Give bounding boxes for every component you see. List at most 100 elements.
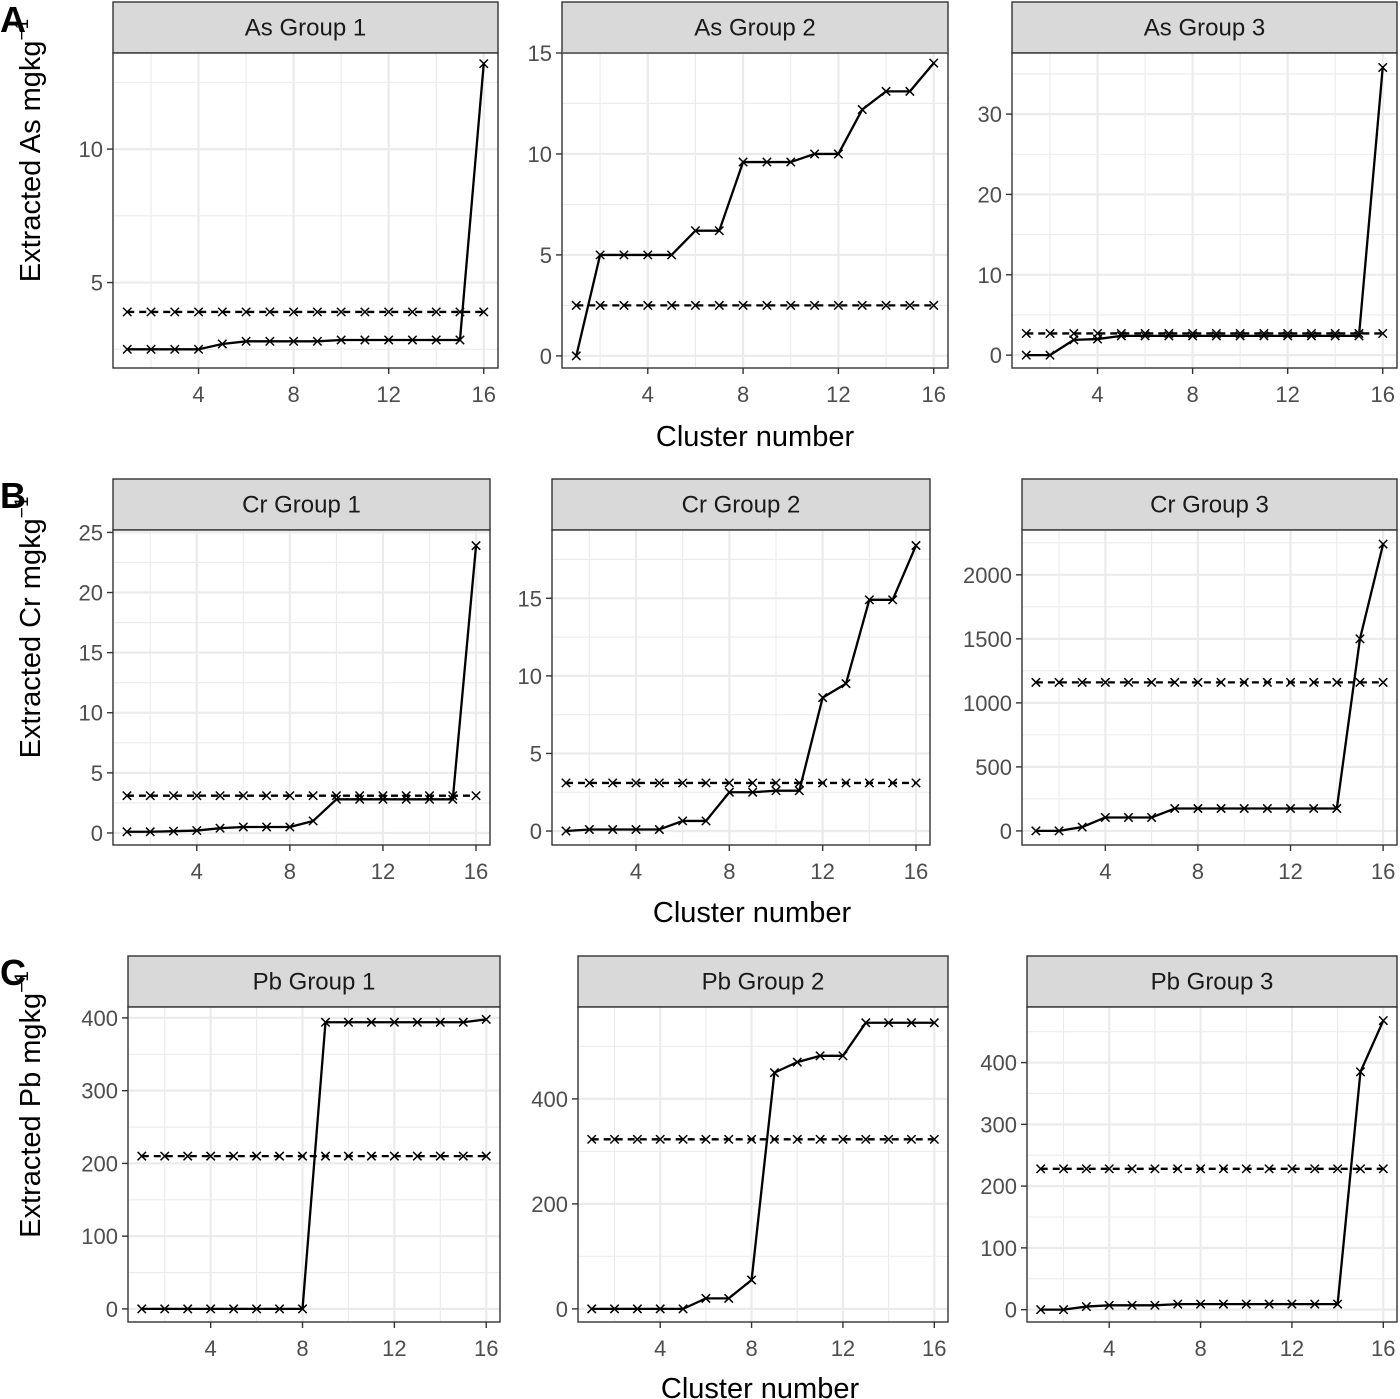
data-point-marker [632, 1304, 643, 1314]
panel-title: Cr Group 3 [1150, 492, 1269, 519]
x-tick-label: 8 [723, 859, 735, 884]
data-point-marker [769, 1067, 780, 1078]
data-point-marker [205, 1304, 216, 1314]
data-point-marker [145, 790, 155, 801]
data-point-marker [407, 335, 418, 345]
data-point-marker [1378, 1164, 1389, 1174]
data-point-marker [261, 822, 272, 832]
data-point-marker [607, 778, 618, 788]
data-point-marker [911, 540, 921, 551]
data-point-marker [1308, 677, 1319, 688]
data-point-marker [561, 778, 571, 788]
data-point-marker [881, 86, 891, 97]
data-point-marker [1058, 1164, 1069, 1174]
plot-area [562, 53, 948, 368]
panel-c-3: Pb Group 3 4 8 12 16 0 100 200 300 400 [980, 955, 1398, 1361]
data-point-marker [677, 778, 688, 788]
data-point-marker [654, 778, 665, 788]
y-tick-label: 10 [79, 137, 103, 162]
y-tick-label: 100 [980, 1236, 1017, 1261]
data-point-marker [1264, 1164, 1274, 1174]
data-point-marker [1077, 822, 1087, 832]
data-point-marker [631, 824, 641, 835]
y-tick-label: 5 [91, 761, 103, 786]
x-tick-label: 4 [205, 1336, 217, 1361]
data-point-marker [1021, 328, 1031, 339]
data-point-marker [217, 307, 228, 317]
data-point-marker [655, 1134, 665, 1145]
x-tick-label: 12 [1280, 1336, 1304, 1361]
data-point-marker [265, 336, 275, 347]
data-point-marker [794, 785, 805, 796]
x-tick-label: 4 [630, 859, 642, 884]
data-point-marker [724, 787, 735, 797]
x-tick-label: 16 [471, 382, 495, 407]
panel-border [551, 529, 931, 846]
x-tick-label: 8 [745, 1336, 757, 1361]
panel-strip [127, 955, 501, 1008]
data-point-marker [431, 335, 441, 345]
data-point-marker [809, 149, 820, 159]
data-point-marker [1164, 328, 1174, 339]
y-tick-label: 15 [518, 586, 542, 611]
data-point-marker [1355, 677, 1365, 688]
data-point-marker [815, 1051, 825, 1061]
panel-border [112, 52, 499, 369]
data-point-marker [1211, 328, 1222, 339]
data-point-marker [1306, 328, 1317, 339]
x-tick-label: 16 [1371, 1336, 1395, 1361]
data-point-marker [1077, 677, 1087, 688]
data-point-marker [238, 790, 249, 801]
y-axis: 0 100 200 300 400 [81, 1006, 128, 1322]
x-axis: 4 8 12 16 [1099, 845, 1395, 884]
data-point-marker [678, 1134, 688, 1145]
x-tick-label: 16 [464, 859, 488, 884]
data-point-marker [1262, 677, 1273, 688]
data-point-marker [1187, 328, 1198, 339]
data-point-marker [1127, 1164, 1137, 1174]
data-point-marker [690, 225, 701, 236]
data-point-marker [205, 1151, 216, 1161]
data-point-marker [265, 307, 275, 317]
x-tick-label: 8 [1194, 1336, 1206, 1361]
data-point-marker [1035, 1164, 1046, 1174]
data-point-marker [481, 1014, 491, 1025]
data-point-marker [137, 1151, 147, 1161]
data-point-marker [1054, 826, 1064, 836]
data-point-marker [792, 1057, 802, 1067]
data-point-marker [1218, 1164, 1229, 1174]
data-point-marker [1054, 677, 1064, 688]
data-point-marker [738, 157, 748, 167]
data-point-marker [1287, 1164, 1297, 1174]
panel-b-2: Cr Group 2 4 8 12 16 0 5 10 15 [518, 478, 931, 884]
panel-title: Pb Group 1 [253, 969, 376, 996]
panel-title: As Group 1 [245, 15, 366, 42]
x-tick-label: 4 [1103, 1336, 1115, 1361]
data-point-marker [714, 225, 724, 236]
data-point-marker [817, 692, 828, 703]
y-tick-label: 30 [978, 102, 1002, 127]
value-series [1031, 539, 1388, 836]
data-point-marker [883, 1134, 894, 1145]
x-tick-label: 12 [376, 382, 400, 407]
data-point-marker [1239, 803, 1249, 814]
data-point-marker [193, 344, 204, 355]
panel-strip [1011, 1, 1398, 54]
data-point-marker [701, 1134, 711, 1145]
series-line [1040, 1020, 1385, 1311]
data-point-marker [1264, 1299, 1274, 1309]
data-point-marker [458, 1151, 468, 1161]
value-series [586, 1018, 940, 1314]
y-tick-label: 20 [978, 182, 1002, 207]
data-point-marker [297, 1151, 308, 1161]
y-tick-label: 400 [531, 1087, 568, 1112]
panel-row-letter: B [0, 475, 26, 516]
panel-strip [112, 478, 491, 531]
data-point-marker [1123, 812, 1134, 823]
data-point-marker [1045, 350, 1055, 360]
data-point-marker [857, 300, 867, 311]
data-point-marker [320, 1017, 331, 1028]
data-point-marker [841, 778, 851, 788]
data-point-marker [1354, 328, 1364, 339]
data-point-marker [905, 300, 915, 311]
